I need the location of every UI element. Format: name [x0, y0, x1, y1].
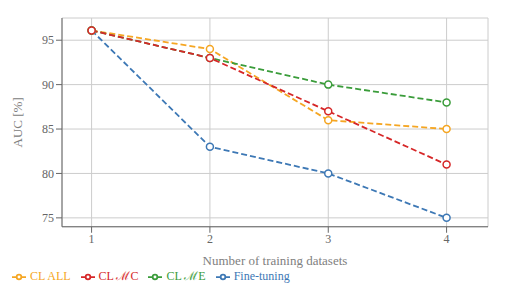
svg-text:80: 80: [42, 167, 54, 181]
svg-text:75: 75: [42, 211, 54, 225]
html-text:CL ℳE: CL ℳE: [166, 268, 206, 283]
svg-text:1: 1: [89, 232, 95, 246]
svg-text:Number of training datasets: Number of training datasets: [203, 253, 348, 268]
svg-text:95: 95: [42, 33, 54, 47]
svg-text:85: 85: [42, 122, 54, 136]
html-text:CL ALL: CL ALL: [30, 268, 71, 283]
svg-text:2: 2: [207, 232, 213, 246]
svg-text:3: 3: [325, 232, 331, 246]
svg-text:AUC [%]: AUC [%]: [10, 97, 25, 147]
html-text:CL ℳC: CL ℳC: [98, 268, 139, 283]
html-text:Fine-tuning: Fine-tuning: [233, 268, 290, 283]
svg-text:4: 4: [444, 232, 450, 246]
svg-text:90: 90: [42, 78, 54, 92]
